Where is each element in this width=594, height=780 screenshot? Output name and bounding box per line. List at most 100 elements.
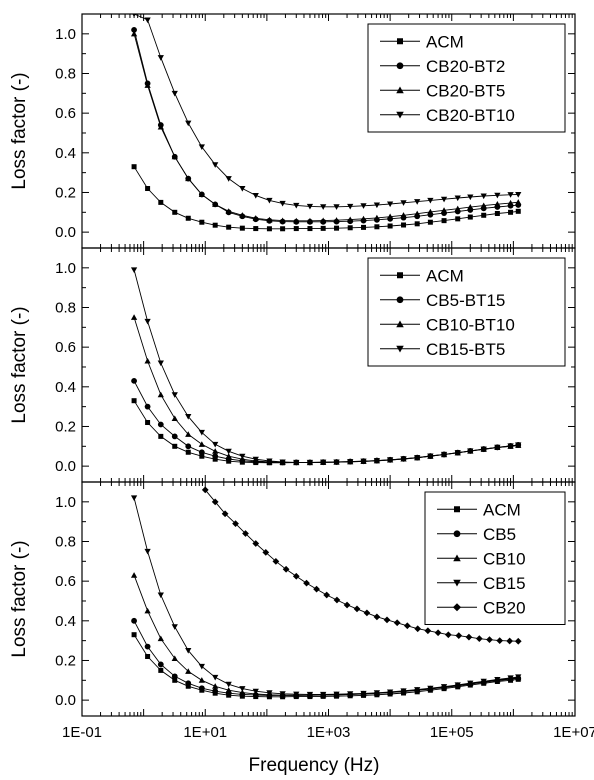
data-point [279, 691, 286, 697]
data-point [185, 449, 191, 455]
data-point [467, 194, 474, 201]
data-point [333, 459, 340, 466]
data-point [480, 678, 487, 685]
data-point [303, 579, 310, 587]
data-point [185, 175, 192, 182]
data-point [272, 557, 280, 565]
data-point [144, 607, 151, 614]
y-tick-label: 0.2 [55, 652, 76, 669]
data-point [403, 622, 411, 630]
data-point [347, 691, 354, 697]
data-point [507, 199, 514, 206]
data-point [424, 627, 432, 635]
legend-marker [397, 272, 403, 279]
y-axis-title: Loss factor (-) [9, 72, 30, 189]
data-point [130, 572, 138, 578]
data-point [185, 120, 192, 127]
legend-item: CB10-BT10 [380, 315, 515, 334]
data-point [393, 619, 401, 627]
data-point [360, 458, 367, 465]
data-point [507, 192, 514, 198]
legend-item: ACM [380, 32, 464, 51]
data-point [144, 318, 151, 325]
x-tick-label: 1E+05 [430, 724, 474, 741]
legend: ACM CB20-BT2 CB20-BT5 CB20-BT10 [367, 23, 566, 133]
data-point [185, 431, 192, 437]
data-point [198, 685, 205, 692]
legend-marker [397, 38, 403, 45]
data-point [280, 226, 286, 232]
legend-marker [453, 554, 461, 562]
data-point [494, 677, 501, 683]
data-point [158, 433, 164, 439]
data-point [455, 632, 463, 640]
data-point [440, 196, 448, 203]
data-point [454, 682, 461, 688]
data-point [239, 453, 246, 460]
data-point [363, 609, 371, 617]
plot-area [130, 486, 522, 700]
legend: ACM CB5 CB10 CB15 CB20 [424, 491, 566, 625]
data-point [201, 486, 209, 494]
legend-label: CB10 [483, 549, 526, 568]
legend-marker [396, 296, 404, 304]
data-point [323, 591, 331, 599]
data-point [199, 453, 205, 459]
data-point [444, 631, 452, 639]
data-point [225, 681, 232, 688]
data-point [333, 204, 340, 210]
y-axis-title: Loss factor (-) [9, 540, 30, 657]
data-point [514, 637, 522, 645]
data-point [239, 225, 245, 231]
data-point [494, 444, 501, 451]
data-point [212, 688, 219, 695]
data-point [387, 689, 394, 696]
data-point [212, 222, 218, 228]
data-point [157, 55, 164, 61]
data-point [467, 680, 474, 687]
plot-frame [81, 481, 576, 717]
data-point [131, 632, 137, 638]
data-point [467, 214, 473, 220]
data-point [333, 691, 340, 698]
data-point [360, 215, 367, 222]
data-point [360, 203, 367, 209]
data-point [333, 217, 340, 223]
data-point [157, 661, 164, 668]
data-point [306, 203, 314, 210]
data-point [199, 219, 205, 225]
y-tick-label: 0.0 [55, 458, 76, 475]
series-line-cb15-bt5 [133, 269, 519, 463]
legend-marker [453, 530, 461, 538]
series-line-cb20-bt5 [133, 33, 519, 222]
data-point [467, 204, 474, 210]
data-point [158, 667, 164, 673]
legend-marker [454, 506, 460, 513]
legend-marker [396, 86, 404, 94]
legend: ACM CB5-BT15 CB10-BT10 CB15-BT5 [367, 257, 566, 367]
chart-panels: 0.0 0.2 0.4 0.6 0.8 1.0 Loss factor (-) ACM CB20… [9, 13, 594, 741]
data-point [198, 677, 205, 683]
data-point [506, 637, 514, 645]
legend-label: CB5-BT15 [426, 291, 505, 310]
data-point [427, 453, 434, 460]
legend-label: CB10-BT10 [426, 315, 515, 334]
legend-item: CB5 [437, 525, 516, 544]
y-tick-label: 1.0 [55, 494, 76, 511]
data-point [158, 199, 164, 205]
data-point [400, 200, 407, 206]
x-tick-label: 1E+07 [553, 724, 594, 741]
data-point [292, 572, 300, 580]
data-point [400, 688, 407, 694]
data-point [225, 208, 232, 214]
data-point [252, 456, 259, 463]
legend-item: CB20-BT2 [380, 57, 505, 76]
data-point [144, 357, 151, 364]
data-point [454, 205, 461, 212]
data-point [515, 199, 522, 205]
data-point [434, 629, 442, 637]
data-point [383, 616, 391, 624]
data-point [185, 414, 192, 420]
data-point [239, 686, 246, 692]
